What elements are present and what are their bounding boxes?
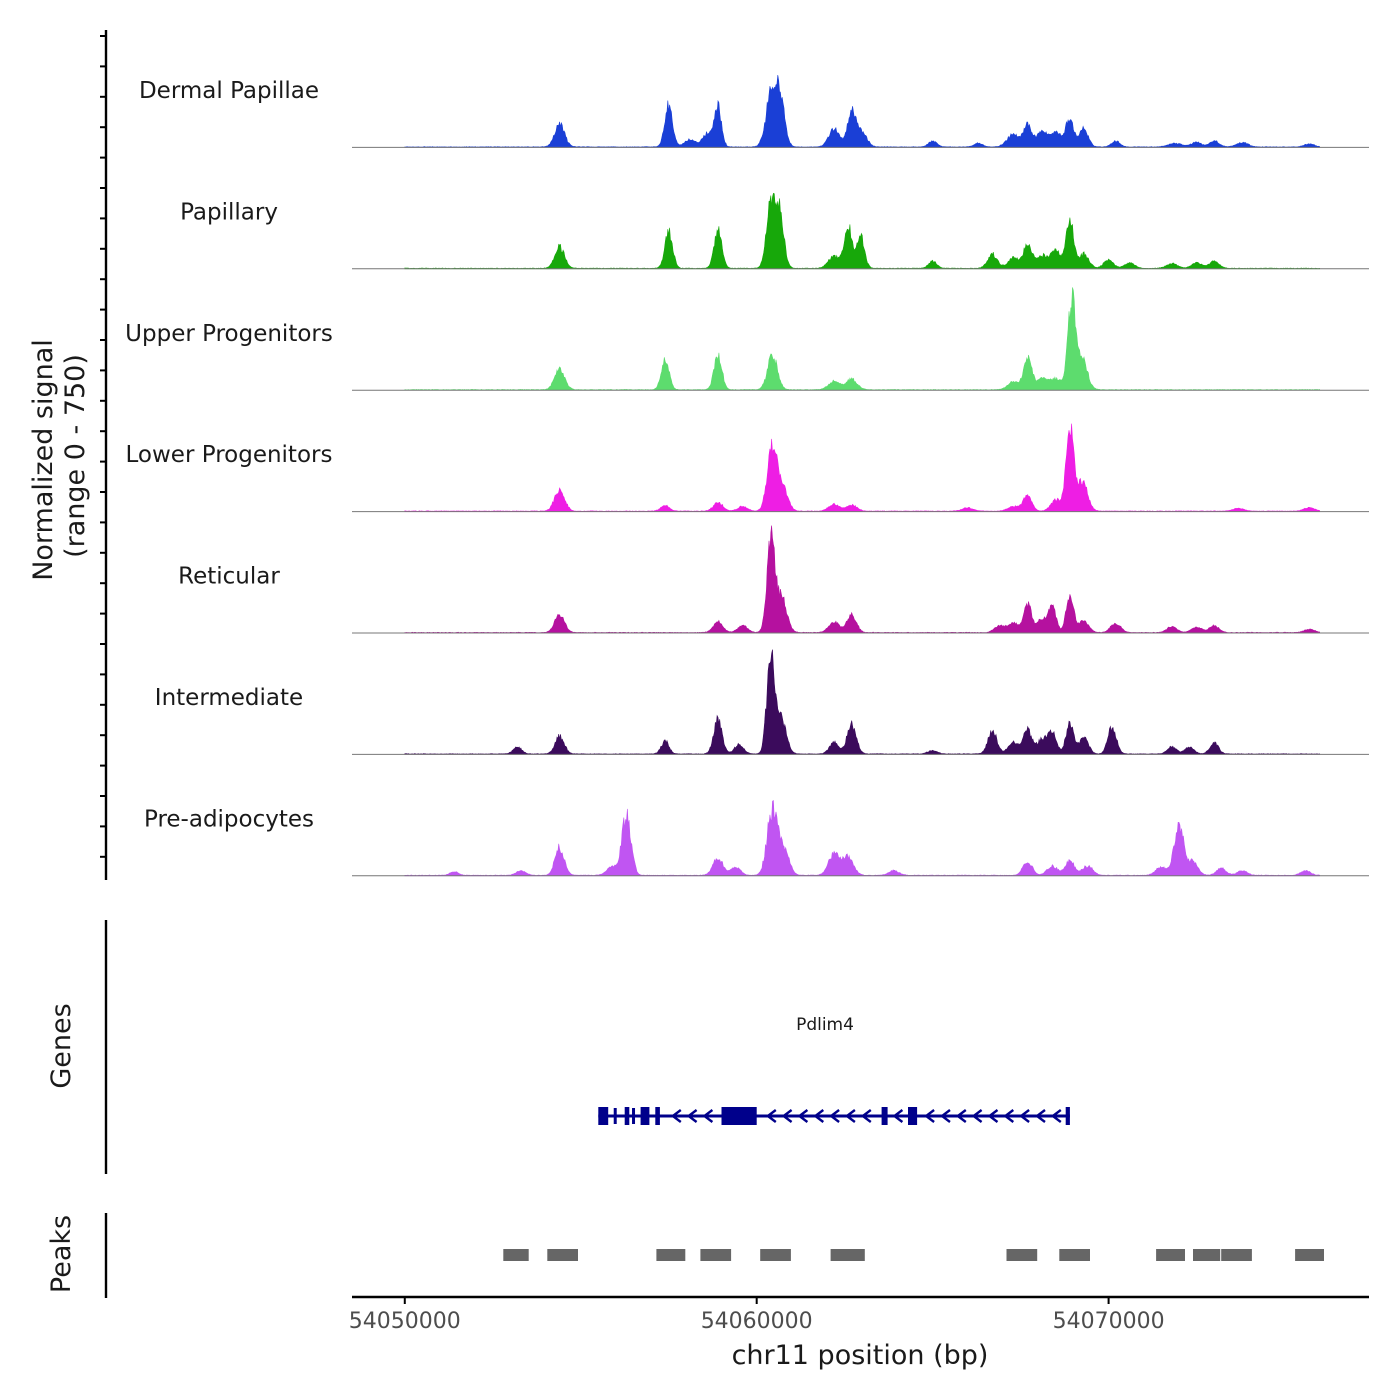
strand-arrow [1035,1109,1046,1123]
y-axis-title-line2: (range 0 - 750) [60,354,91,558]
x-tick-label: 54050000 [349,1309,461,1334]
x-axis-title: chr11 position (bp) [732,1340,989,1371]
gene-exon [598,1107,609,1125]
signal-area-dermal-papillae [404,74,1320,148]
signal-area-papillary [404,192,1320,270]
gene-exon [655,1107,660,1125]
strand-arrow [1050,1109,1062,1123]
track-label-lower-progenitors: Lower Progenitors [126,442,333,468]
strand-arrow [765,1109,777,1123]
track-labels: Dermal Papillae Papillary Upper Progenitor… [125,78,333,832]
y-axis-title-line1: Normalized signal [28,339,59,581]
track-label-intermediate: Intermediate [155,685,303,711]
peak-region [700,1249,732,1261]
strand-arrow [844,1109,856,1123]
signal-area-lower-progenitors [404,423,1320,512]
track-areas [404,74,1320,877]
peak-regions [503,1249,1324,1261]
peak-region [760,1249,791,1261]
track-label-pre-adipocytes: Pre-adipocytes [144,806,314,832]
strand-arrow [1019,1109,1030,1123]
signal-area-intermediate [404,649,1320,755]
strand-arrow [670,1109,682,1123]
strand-arrow [781,1109,793,1123]
peak-region [1006,1249,1038,1261]
strand-arrow [829,1109,840,1123]
peak-region [830,1249,865,1261]
track-label-dermal-papillae: Dermal Papillae [139,78,319,104]
gene-name-label: Pdlim4 [796,1015,854,1035]
strand-arrow [702,1109,714,1123]
peaks-panel-title: Peaks [46,1215,77,1293]
x-tick-label: 54070000 [1053,1309,1165,1334]
peak-region [1156,1249,1185,1261]
track-baselines [352,146,1369,877]
peak-region [656,1249,686,1261]
strand-arrow [940,1109,951,1123]
peak-region [547,1249,578,1261]
strand-arrow [813,1109,825,1123]
gene-exon [881,1107,888,1125]
signal-axis-ticks [100,35,106,858]
strand-arrow [955,1109,967,1123]
x-axis-ticks: 54050000 54060000 54070000 [349,1297,1165,1334]
strand-arrow [797,1109,809,1123]
peak-region [1221,1249,1252,1261]
peak-region [503,1249,529,1261]
track-label-reticular: Reticular [178,564,280,590]
signal-area-reticular [404,525,1320,634]
peak-region [1295,1249,1324,1261]
gene-exon [1065,1107,1070,1125]
gene-exon [640,1107,650,1125]
strand-arrow [860,1109,872,1123]
strand-arrow [971,1109,983,1123]
strand-arrow [686,1109,698,1123]
gene-exon [721,1107,757,1125]
peak-region [1059,1249,1090,1261]
strand-arrow [924,1109,935,1123]
gene-exon [624,1107,630,1125]
gene-model [598,1107,1070,1125]
peak-region [1193,1249,1221,1261]
signal-area-upper-progenitors [404,287,1320,391]
strand-arrow [1003,1109,1015,1123]
track-label-papillary: Papillary [180,199,278,225]
signal-area-pre-adipocytes [404,800,1320,877]
strand-arrow [987,1109,999,1123]
strand-arrow [892,1109,904,1123]
track-label-upper-progenitors: Upper Progenitors [125,321,333,347]
genes-panel-title: Genes [46,1003,77,1088]
gene-exon [908,1107,918,1125]
x-tick-label: 54060000 [701,1309,813,1334]
